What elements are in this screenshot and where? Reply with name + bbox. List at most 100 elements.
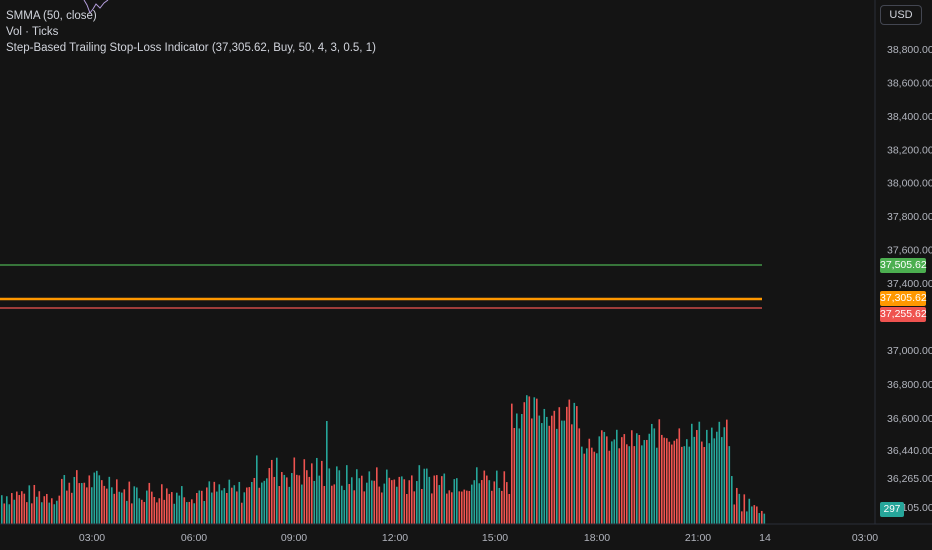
legend-smma[interactable]: SMMA (50, close) [6, 10, 97, 22]
volume-tag: 297 [880, 502, 904, 517]
volume-bar [68, 482, 71, 524]
volume-bar [421, 488, 423, 524]
volume-bar [551, 415, 553, 524]
volume-bar [506, 482, 508, 524]
volume-bar [658, 419, 661, 524]
volume-bar [191, 499, 193, 524]
volume-bar [16, 491, 18, 524]
volume-bar [726, 419, 728, 524]
volume-bar [413, 491, 416, 524]
volume-bar [221, 490, 223, 524]
volume-bar [596, 453, 598, 524]
volume-bar [83, 482, 86, 524]
volume-bar [151, 491, 153, 524]
volume-bar [366, 482, 368, 524]
volume-bar [46, 493, 48, 524]
volume-bar [431, 493, 433, 524]
volume-bar [198, 490, 201, 524]
volume-bar [613, 439, 616, 524]
time-tick-label: 09:00 [281, 532, 307, 544]
volume-bar [423, 468, 426, 524]
volume-bar [443, 473, 446, 524]
volume-bar [573, 402, 576, 524]
volume-bar [496, 470, 498, 524]
price-tick-label: 38,000.00 [887, 178, 932, 190]
volume-bar [281, 472, 283, 524]
volume-bar [686, 439, 688, 524]
volume-bar [93, 472, 96, 524]
volume-bar [76, 470, 78, 524]
volume-bar [501, 490, 503, 524]
volume-bar [418, 465, 421, 524]
volume-bar [36, 496, 38, 524]
volume-bar [636, 433, 638, 524]
volume-bar [628, 446, 631, 524]
volume-bar [41, 502, 43, 524]
volume-bar [358, 478, 361, 524]
volume-bar [286, 477, 288, 524]
legend-volume[interactable]: Vol · Ticks [6, 26, 59, 38]
time-axis: 03:00 06:00 09:00 12:00 15:00 18:00 21:00 14 03:… [0, 523, 932, 544]
volume-bars [1, 395, 766, 524]
volume-bar [716, 431, 718, 524]
volume-bar [703, 447, 706, 524]
volume-bar [48, 502, 51, 524]
volume-bar [78, 483, 81, 524]
volume-bar [581, 446, 583, 524]
volume-bar [518, 428, 521, 524]
volume-bar [116, 479, 118, 524]
volume-bar [166, 488, 168, 524]
currency-button[interactable]: USD [880, 5, 922, 25]
volume-bar [173, 503, 176, 524]
volume-bar [248, 487, 251, 524]
volume-bar [51, 498, 53, 524]
price-tick-label: 37,600.00 [887, 245, 932, 257]
volume-bar [328, 468, 331, 524]
volume-bar [103, 485, 106, 524]
volume-bar [488, 480, 491, 524]
volume-bar [213, 481, 216, 524]
volume-bar [736, 487, 738, 524]
time-tick-label: 03:00 [79, 532, 105, 544]
volume-bar [606, 436, 608, 524]
time-tick-label: 12:00 [382, 532, 408, 544]
volume-bar [308, 476, 311, 524]
volume-bar [353, 490, 356, 524]
indicator-legend: SMMA (50, close) Vol · Ticks Step-Based … [6, 8, 376, 56]
volume-bar [476, 467, 478, 524]
volume-bar [226, 492, 228, 524]
stop-loss-price-tag: 37,255.62 [880, 307, 927, 322]
volume-bar [718, 421, 721, 524]
volume-bar [558, 407, 561, 524]
volume-bar [616, 429, 618, 524]
volume-bar [196, 493, 198, 524]
volume-bar [683, 446, 686, 524]
volume-bar [58, 495, 61, 524]
volume-bar [533, 397, 536, 524]
volume-bar [398, 476, 401, 524]
volume-bar [538, 415, 541, 524]
volume-bar [178, 495, 181, 524]
volume-bar [288, 486, 291, 524]
volume-bar [18, 495, 21, 524]
volume-bar [468, 490, 471, 524]
volume-bar [211, 492, 213, 524]
volume-bar [386, 469, 388, 524]
volume-bar [43, 496, 46, 524]
volume-bar [438, 485, 441, 524]
volume-bar [408, 480, 411, 524]
volume-bar [253, 477, 256, 524]
volume-bar [346, 465, 348, 524]
volume-bar [71, 492, 73, 524]
volume-bar [128, 481, 131, 524]
price-tick-label: 36,600.00 [887, 413, 932, 425]
volume-bar [761, 510, 763, 524]
legend-indicator[interactable]: Step-Based Trailing Stop-Loss Indicator … [6, 42, 376, 54]
price-tick-label: 37,000.00 [887, 345, 932, 357]
volume-bar [638, 434, 641, 524]
volume-bar [113, 493, 116, 524]
volume-bar [141, 499, 143, 524]
volume-bar [203, 500, 206, 524]
